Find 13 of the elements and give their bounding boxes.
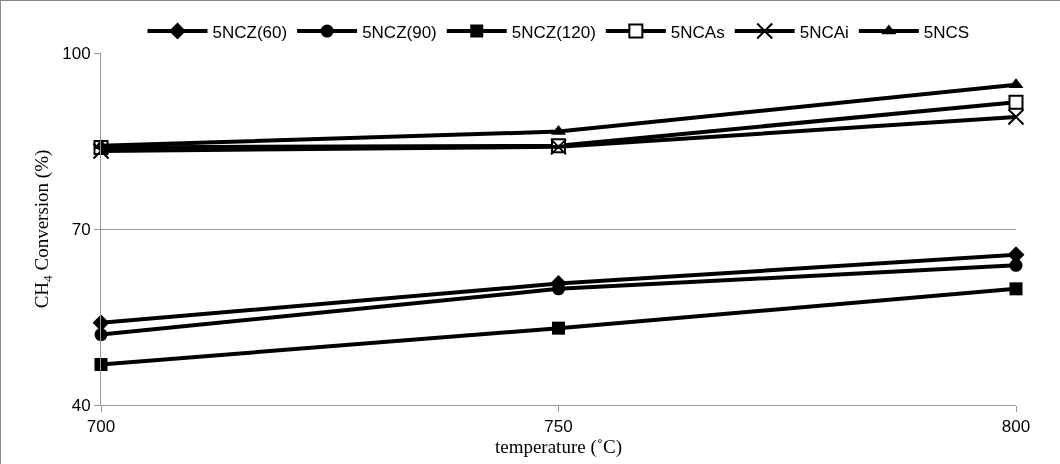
legend-label: 5NCAs — [670, 22, 725, 42]
x-axis-title: temperature (˚C) — [494, 436, 623, 459]
x-tick-label: 700 — [86, 417, 116, 437]
x-tick-label: 750 — [544, 417, 573, 437]
legend-label: 5NCAi — [799, 22, 849, 42]
legend-label: 5NCZ(120) — [511, 22, 596, 42]
y-tick-label: 100 — [62, 43, 91, 63]
y-tick-label: 70 — [71, 219, 91, 239]
legend-label: 5NCZ(60) — [212, 22, 288, 42]
legend-label: 5NCS — [923, 22, 970, 42]
y-tick-label: 40 — [71, 395, 91, 415]
legend-label: 5NCZ(90) — [362, 22, 437, 42]
x-tick-label: 800 — [1001, 417, 1031, 437]
